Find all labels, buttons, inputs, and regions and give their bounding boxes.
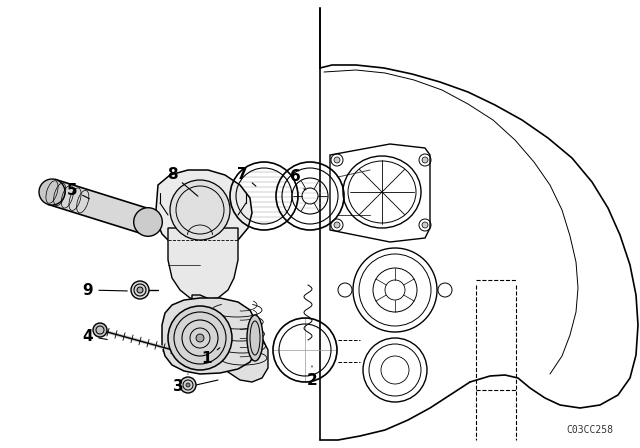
- Text: 3: 3: [173, 374, 188, 393]
- Circle shape: [170, 180, 230, 240]
- Circle shape: [334, 157, 340, 163]
- Circle shape: [137, 287, 143, 293]
- Circle shape: [93, 323, 107, 337]
- Text: 6: 6: [290, 168, 305, 190]
- Polygon shape: [48, 180, 152, 234]
- Text: 7: 7: [237, 167, 256, 186]
- Text: 9: 9: [83, 283, 127, 297]
- Text: 4: 4: [83, 328, 108, 344]
- Text: C03CC258: C03CC258: [566, 425, 614, 435]
- Circle shape: [422, 157, 428, 163]
- Text: 1: 1: [202, 348, 220, 366]
- Text: 8: 8: [166, 167, 198, 196]
- Text: 5: 5: [67, 182, 90, 199]
- Circle shape: [131, 281, 149, 299]
- Circle shape: [180, 377, 196, 393]
- Circle shape: [334, 222, 340, 228]
- Circle shape: [134, 208, 163, 236]
- Circle shape: [39, 179, 65, 205]
- Polygon shape: [156, 170, 252, 252]
- Circle shape: [168, 306, 232, 370]
- Circle shape: [186, 383, 190, 387]
- Polygon shape: [168, 228, 238, 300]
- Ellipse shape: [247, 315, 263, 361]
- Text: 2: 2: [307, 366, 317, 388]
- Circle shape: [196, 334, 204, 342]
- Circle shape: [422, 222, 428, 228]
- Polygon shape: [192, 295, 268, 382]
- Polygon shape: [162, 298, 258, 374]
